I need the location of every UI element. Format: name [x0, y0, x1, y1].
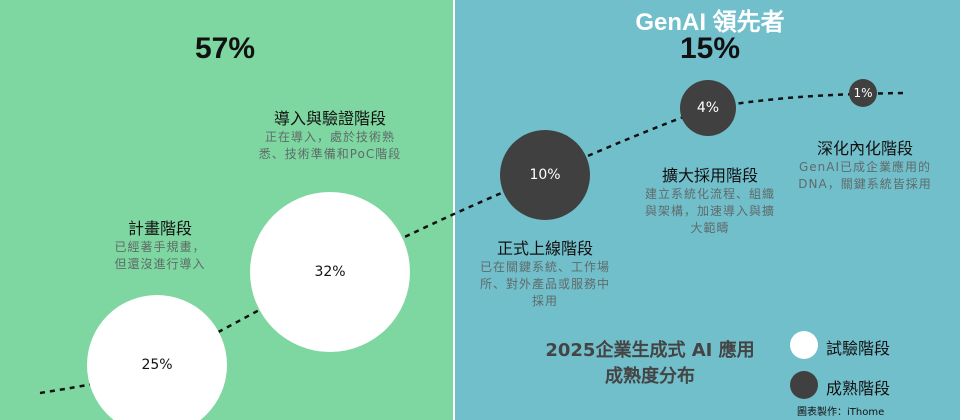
stage-circle-launch: [500, 130, 590, 220]
mature-total: 15%: [679, 32, 741, 65]
stage-circle-adopt: [250, 192, 410, 352]
stage-desc: 已在關鍵系統、工作場 所、對外產品或服務中 採用: [479, 260, 610, 308]
credit: 圖表製作：iThome: [797, 407, 885, 418]
stage-desc: 已經著手規畫， 但還沒進行導入: [114, 240, 206, 271]
stage-name: 正式上線階段: [496, 239, 593, 258]
stage-desc: 正在導入，處於技術熟 悉、技術準備和PoC階段: [258, 130, 402, 161]
stage-circle-expand: [680, 80, 736, 136]
value-embed: 1%: [853, 86, 873, 100]
value-plan: 25%: [141, 357, 173, 373]
chart-title: 2025企業生成式 AI 應用 成熟度分布: [545, 340, 755, 387]
stage-adopt: 導入與驗證階段 正在導入，處於技術熟 悉、技術準備和PoC階段: [230, 105, 430, 163]
divider: [453, 0, 455, 420]
pilot-total: 57%: [194, 32, 256, 65]
stage-circle-embed: [849, 79, 877, 107]
legend-swatch-pilot: [790, 331, 818, 359]
stage-embed: 深化內化階段 GenAI已成企業應用的 DNA，關鍵系統皆採用: [765, 135, 960, 193]
stage-name: 導入與驗證階段: [273, 109, 386, 128]
stage-plan: 計畫階段 已經著手規畫， 但還沒進行導入: [60, 215, 260, 273]
stage-expand: 擴大採用階段 建立系統化流程、組織 與架構，加速導入與擴 大範疇: [610, 162, 810, 237]
legend-swatch-mature: [790, 371, 818, 399]
stage-name: 深化內化階段: [816, 139, 913, 158]
mature-heading: GenAI 領先者: [635, 9, 785, 36]
value-adopt: 32%: [314, 264, 346, 280]
stage-launch: 正式上線階段 已在關鍵系統、工作場 所、對外產品或服務中 採用: [445, 235, 645, 310]
value-expand: 4%: [696, 100, 720, 116]
value-launch: 10%: [529, 167, 561, 183]
stage-desc: GenAI已成企業應用的 DNA，關鍵系統皆採用: [798, 160, 932, 191]
stage-desc: 建立系統化流程、組織 與架構，加速導入與擴 大範疇: [644, 187, 775, 235]
legend-label-mature: 成熟階段: [826, 379, 891, 398]
stage-name: 擴大採用階段: [661, 166, 758, 185]
stage-circle-plan: [87, 295, 227, 420]
legend-label-pilot: 試驗階段: [826, 339, 891, 358]
stage-name: 計畫階段: [127, 219, 192, 238]
